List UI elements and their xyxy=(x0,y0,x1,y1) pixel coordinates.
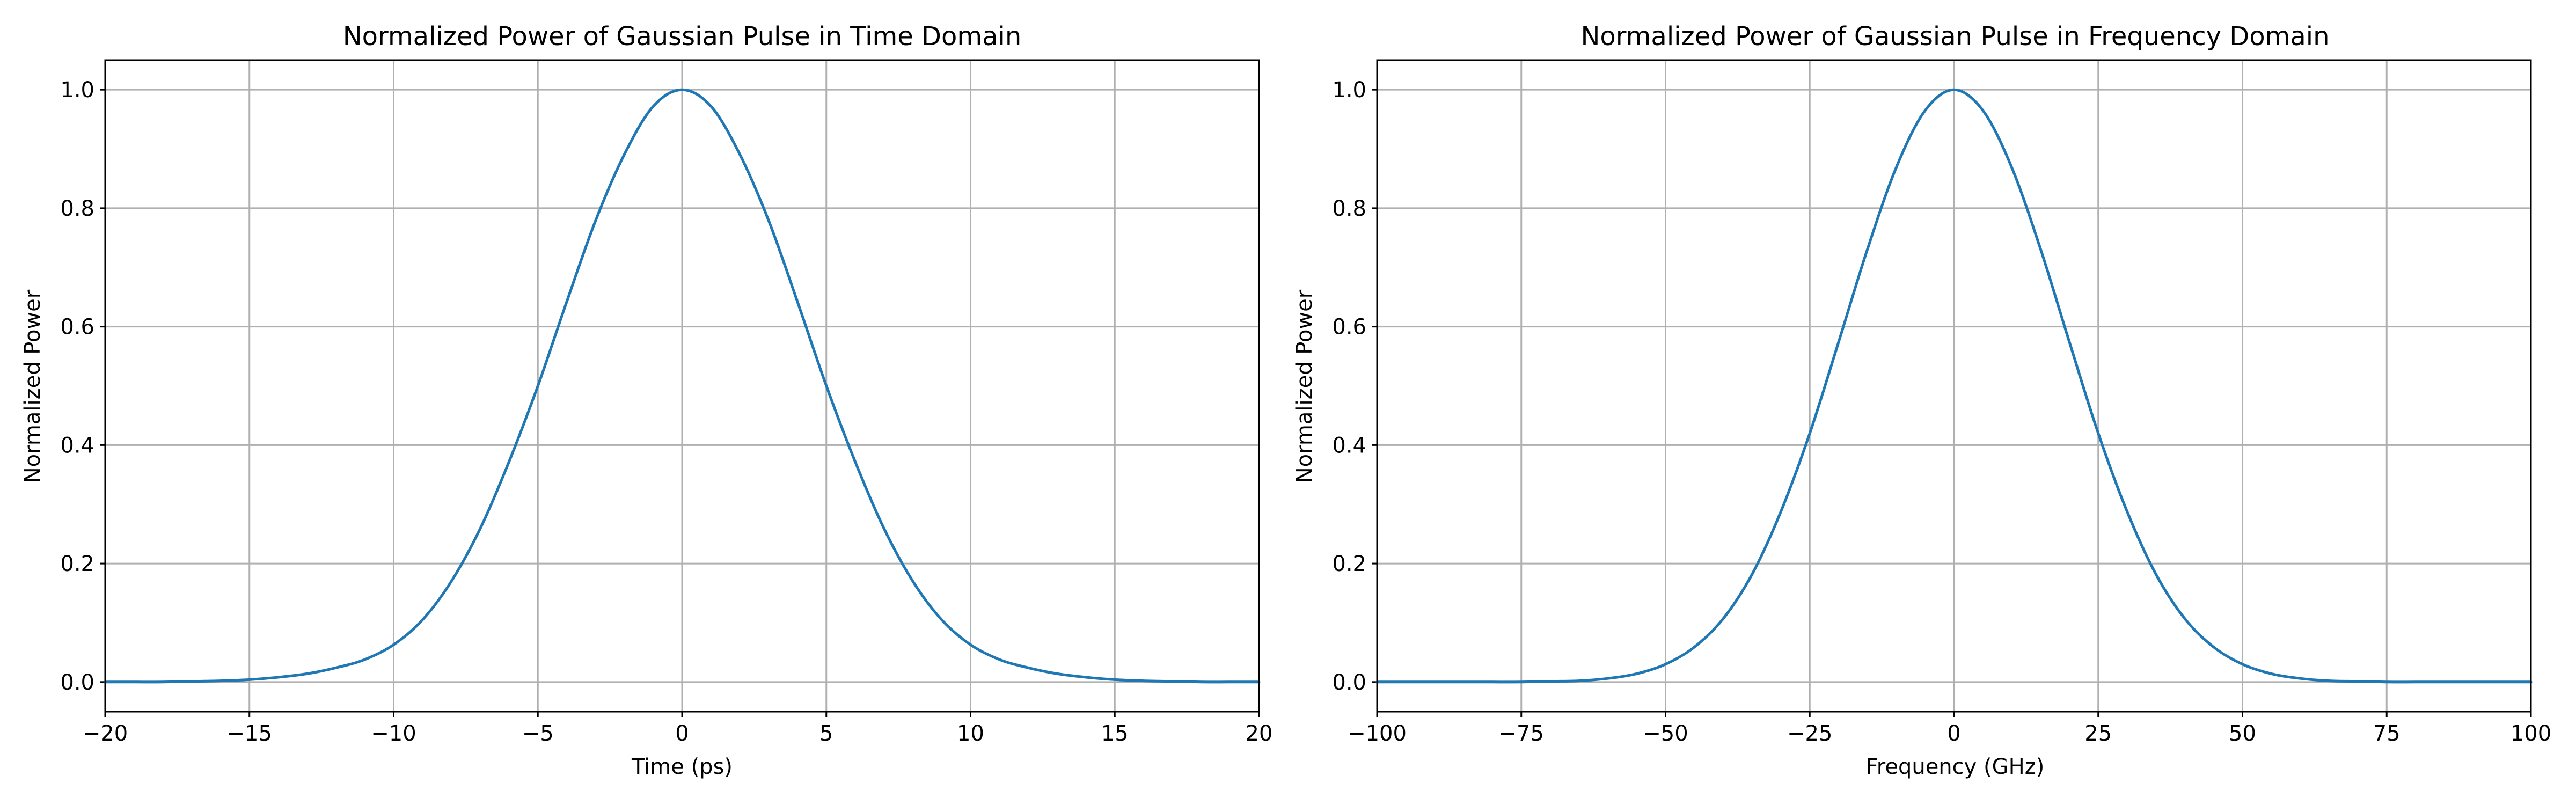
chart-title: Normalized Power of Gaussian Pulse in Ti… xyxy=(343,21,1022,52)
y-tick-label: 0.6 xyxy=(60,315,94,340)
x-tick-label: 10 xyxy=(957,721,984,746)
y-tick-label: 0.6 xyxy=(1332,315,1366,340)
grid xyxy=(104,60,1260,712)
x-tick-label: 25 xyxy=(2084,721,2112,746)
frequency-domain-chart: Normalized Power of Gaussian Pulse in Fr… xyxy=(1292,21,2551,779)
x-tick-label: 100 xyxy=(2511,721,2551,746)
y-tick-label: 0.8 xyxy=(1332,196,1366,221)
y-tick-label: 0.8 xyxy=(60,196,94,221)
x-tick-label: 0 xyxy=(675,721,689,746)
x-tick-label: −25 xyxy=(1787,721,1832,746)
time-domain-chart: Normalized Power of Gaussian Pulse in Ti… xyxy=(20,21,1272,779)
x-tick-label: 75 xyxy=(2373,721,2401,746)
chart-title: Normalized Power of Gaussian Pulse in Fr… xyxy=(1581,21,2330,52)
y-tick-label: 1.0 xyxy=(1332,78,1366,103)
y-tick-label: 0.0 xyxy=(60,670,94,695)
y-tick-label: 0.0 xyxy=(1332,670,1366,695)
x-tick-label: 0 xyxy=(1947,721,1960,746)
plot-frame xyxy=(104,59,1260,713)
y-tick-label: 0.2 xyxy=(1332,552,1366,576)
x-axis-label: Time (ps) xyxy=(631,755,733,779)
x-tick-label: −15 xyxy=(227,721,272,746)
y-tick-label: 0.4 xyxy=(1332,433,1366,458)
series-line xyxy=(1375,88,2533,684)
x-tick-label: −50 xyxy=(1643,721,1688,746)
grid xyxy=(1376,60,2532,712)
plot-frame xyxy=(1376,59,2532,713)
x-tick-label: −10 xyxy=(371,721,416,746)
series-line xyxy=(104,88,1261,684)
y-axis-label: Normalized Power xyxy=(20,289,45,483)
x-axis-label: Frequency (GHz) xyxy=(1866,755,2045,779)
x-tick-label: −100 xyxy=(1348,721,1407,746)
x-tick-label: −75 xyxy=(1499,721,1544,746)
y-axis-label: Normalized Power xyxy=(1292,289,1317,483)
y-tick-label: 0.2 xyxy=(60,552,94,576)
x-tick-label: −20 xyxy=(83,721,128,746)
x-tick-label: 50 xyxy=(2229,721,2256,746)
y-tick-label: 0.4 xyxy=(60,433,94,458)
x-tick-label: −5 xyxy=(522,721,554,746)
x-tick-label: 20 xyxy=(1246,721,1273,746)
y-tick-label: 1.0 xyxy=(60,78,94,103)
x-tick-label: 5 xyxy=(819,721,833,746)
x-tick-label: 15 xyxy=(1101,721,1129,746)
